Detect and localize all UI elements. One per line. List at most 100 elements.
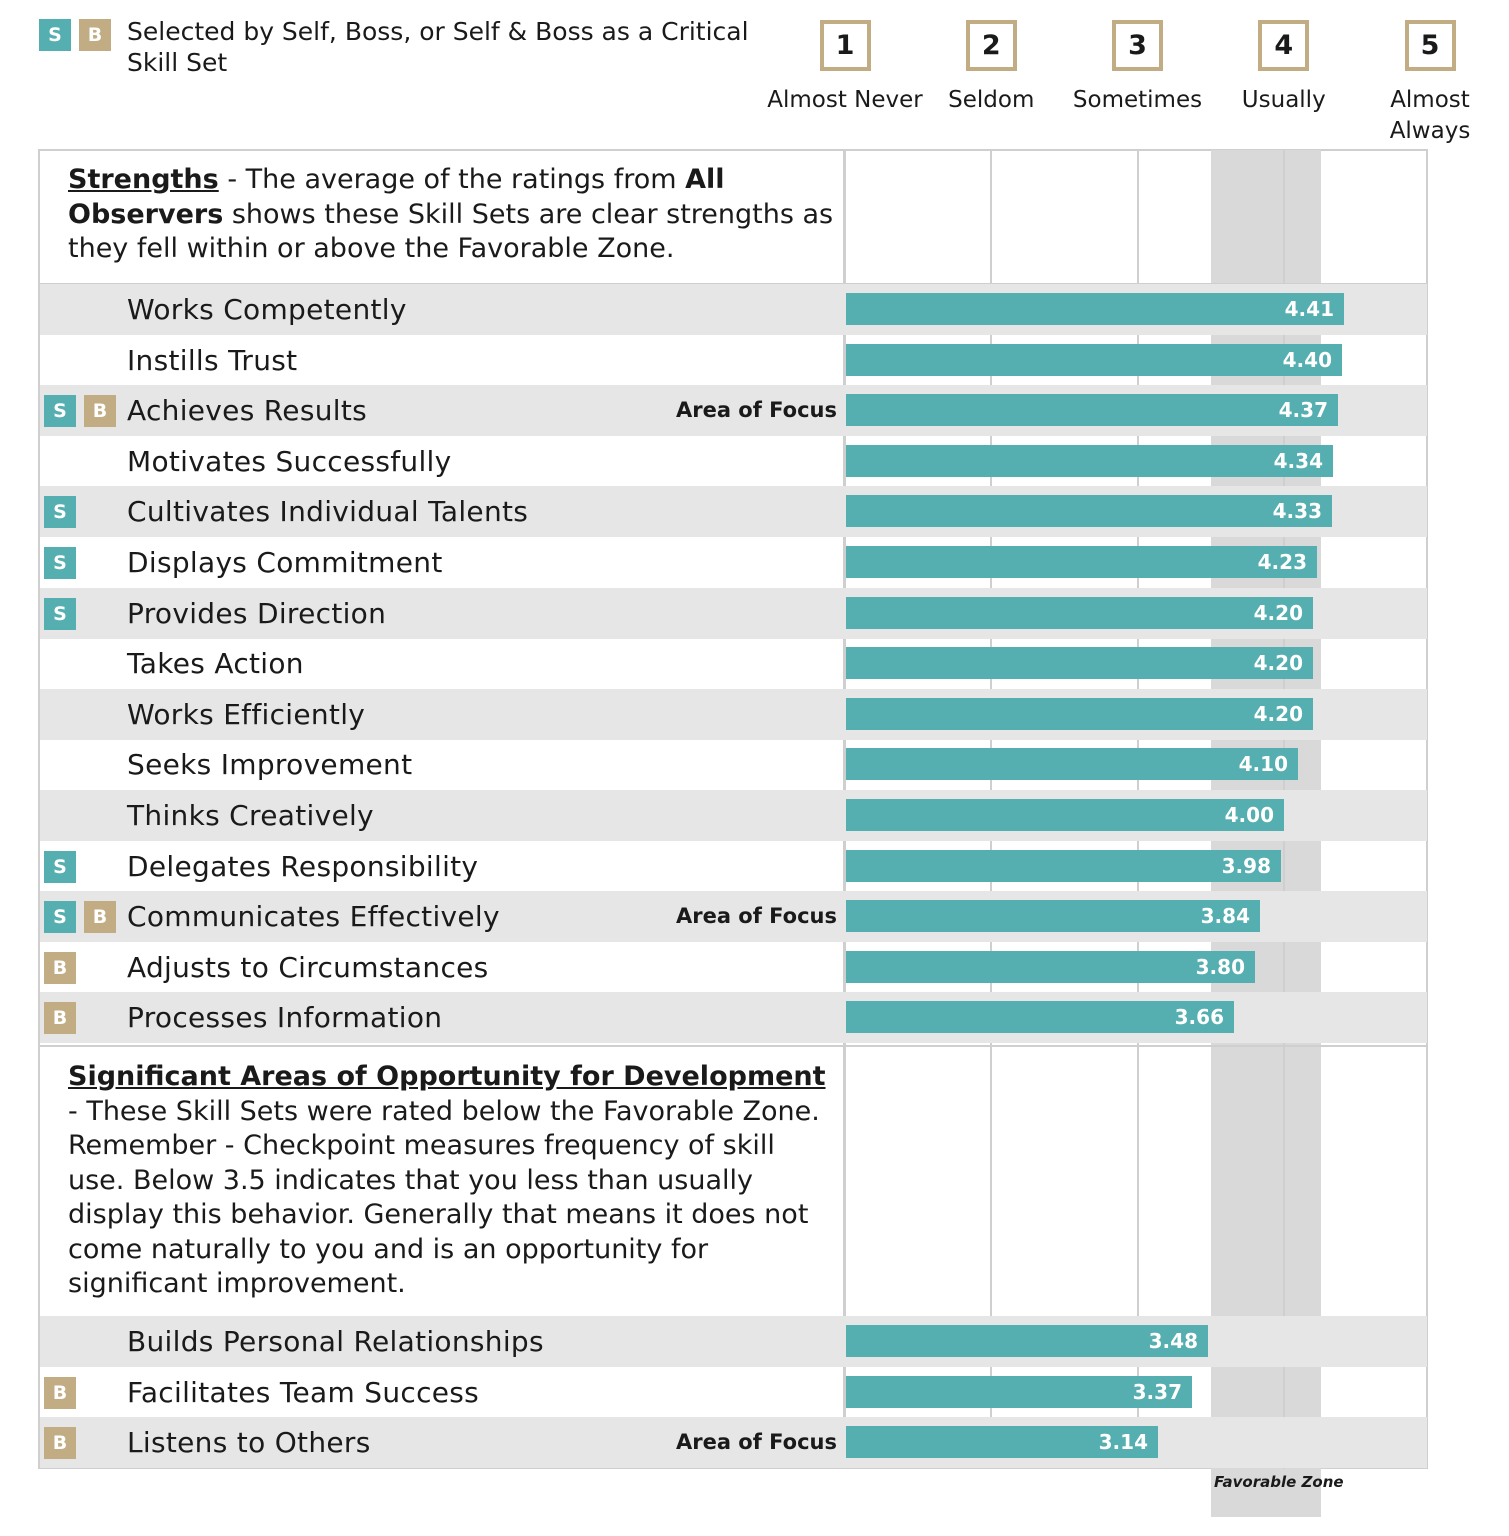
skill-name: Works Competently [127, 293, 407, 326]
self-badge: S [44, 598, 76, 630]
skill-name: Seeks Improvement [127, 748, 413, 781]
skill-name: Displays Commitment [127, 546, 443, 579]
strengths-text-1: - The average of the ratings from [218, 164, 686, 195]
bar-value-label: 4.10 [1238, 752, 1288, 776]
opportunities-heading: Significant Areas of Opportunity for Dev… [68, 1061, 826, 1092]
self-badge: S [44, 547, 76, 579]
scale-label: Sometimes [1072, 87, 1203, 113]
scale-header-1: 1 Almost Never [765, 20, 925, 116]
skill-name: Thinks Creatively [127, 799, 374, 832]
boss-badge: B [44, 1377, 76, 1409]
bar-value-label: 4.33 [1272, 499, 1322, 523]
skill-row: Motivates Successfully [40, 436, 1427, 487]
strengths-text-2: shows these Skill Sets are clear strengt… [68, 198, 834, 265]
opportunities-text: - These Skill Sets were rated below the … [68, 1095, 820, 1300]
self-badge: S [44, 851, 76, 883]
section-divider [40, 1045, 1427, 1047]
bar-value-label: 3.80 [1195, 955, 1245, 979]
skill-name: Delegates Responsibility [127, 850, 479, 883]
bar: 3.48 [846, 1325, 1208, 1357]
scale-number: 5 [1404, 20, 1456, 71]
legend-text: Selected by Self, Boss, or Self & Boss a… [127, 17, 749, 77]
bar-value-label: 4.20 [1253, 651, 1303, 675]
area-of-focus-label: Area of Focus [675, 398, 837, 422]
scale-number: 2 [965, 20, 1017, 71]
self-badge-legend: S [39, 19, 71, 51]
bar: 4.20 [846, 647, 1313, 679]
skill-row: B Listens to Others Area of Focus [40, 1417, 1427, 1468]
bar-value-label: 4.00 [1224, 803, 1274, 827]
bar-value-label: 4.41 [1284, 297, 1334, 321]
self-badge: S [44, 395, 76, 427]
skill-name: Adjusts to Circumstances [127, 951, 489, 984]
scale-label: Almost Never [767, 87, 923, 113]
bar-value-label: 4.37 [1278, 398, 1328, 422]
skill-row: Instills Trust [40, 335, 1427, 386]
scale-number: 4 [1258, 20, 1310, 71]
bar-value-label: 3.14 [1098, 1430, 1148, 1454]
bar-value-label: 4.23 [1257, 550, 1307, 574]
bar-value-label: 4.40 [1282, 348, 1332, 372]
bar: 4.34 [846, 445, 1333, 477]
bar: 3.98 [846, 850, 1281, 882]
skill-row: S Displays Commitment [40, 537, 1427, 588]
bar-value-label: 4.20 [1253, 702, 1303, 726]
bar-value-label: 3.37 [1132, 1380, 1182, 1404]
skill-row: Builds Personal Relationships [40, 1316, 1427, 1367]
self-badge: S [44, 496, 76, 528]
bar: 4.20 [846, 597, 1313, 629]
self-badge: S [44, 901, 76, 933]
chart-frame [38, 149, 1428, 1469]
bar-value-label: 3.98 [1221, 854, 1271, 878]
bar-value-label: 4.20 [1253, 601, 1303, 625]
skill-name: Instills Trust [127, 344, 298, 377]
scale-number: 3 [1112, 20, 1163, 71]
skill-name: Builds Personal Relationships [127, 1325, 544, 1358]
skill-row: S Delegates Responsibility [40, 841, 1427, 892]
bar: 3.84 [846, 900, 1260, 932]
boss-badge: B [44, 1427, 76, 1459]
scale-header-3: 3 Sometimes [1058, 20, 1218, 116]
skill-row: Takes Action [40, 638, 1427, 689]
skill-name: Provides Direction [127, 597, 387, 630]
skill-name: Takes Action [127, 647, 304, 680]
skill-name: Facilitates Team Success [127, 1376, 480, 1409]
strengths-heading: Strengths [68, 164, 219, 195]
boss-badge: B [44, 952, 76, 984]
favorable-zone-label: Favorable Zone [1214, 1473, 1344, 1491]
bar-value-label: 3.84 [1200, 904, 1250, 928]
bar-value-label: 4.34 [1273, 449, 1323, 473]
bar: 4.37 [846, 394, 1338, 426]
boss-badge: B [84, 901, 116, 933]
scale-number: 1 [819, 20, 871, 71]
skill-row: B Adjusts to Circumstances [40, 942, 1427, 993]
skill-row: Seeks Improvement [40, 739, 1427, 790]
bar: 4.10 [846, 748, 1298, 780]
scale-label: Seldom [948, 87, 1035, 113]
skill-name: Cultivates Individual Talents [127, 495, 529, 528]
strengths-intro: Strengths - The average of the ratings f… [68, 163, 848, 267]
scale-header-5: 5 Almost Always [1350, 20, 1509, 147]
skill-name: Processes Information [127, 1001, 443, 1034]
bar: 3.80 [846, 951, 1255, 983]
boss-badge: B [44, 1002, 76, 1034]
bar: 4.33 [846, 495, 1332, 527]
scale-header-2: 2 Seldom [911, 20, 1071, 116]
bar: 4.00 [846, 799, 1284, 831]
bar: 4.41 [846, 293, 1344, 325]
scale-label: Almost Always [1389, 87, 1471, 144]
area-of-focus-label: Area of Focus [675, 904, 837, 928]
scale-header-4: 4 Usually [1204, 20, 1364, 116]
bar: 4.23 [846, 546, 1317, 578]
skill-name: Motivates Successfully [127, 445, 452, 478]
opportunities-intro: Significant Areas of Opportunity for Dev… [68, 1060, 838, 1302]
skill-name: Achieves Results [127, 394, 367, 427]
skill-row: B Facilitates Team Success [40, 1367, 1427, 1418]
boss-badge: B [84, 395, 116, 427]
skill-name: Communicates Effectively [127, 900, 500, 933]
bar: 3.37 [846, 1376, 1192, 1408]
boss-badge-legend: B [79, 19, 111, 51]
scale-label: Usually [1241, 87, 1326, 113]
bar-value-label: 3.66 [1174, 1005, 1224, 1029]
strengths-bold: All Observers [68, 164, 725, 230]
